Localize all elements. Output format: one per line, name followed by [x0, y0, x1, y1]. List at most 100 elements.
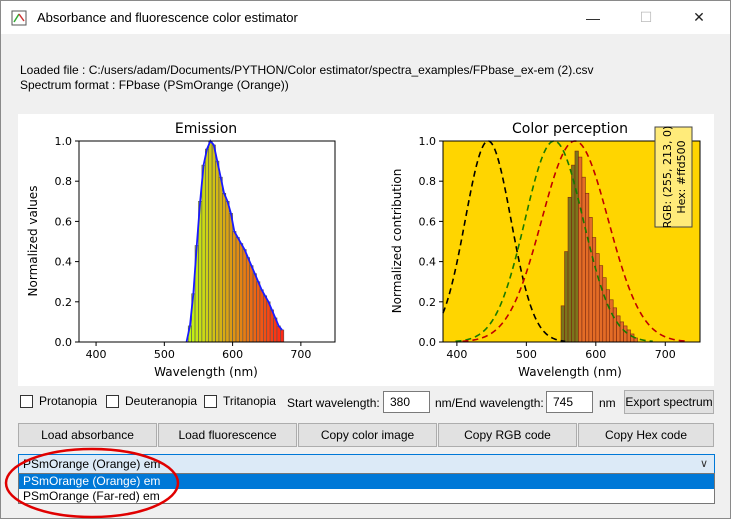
- perception-bar: [578, 156, 583, 343]
- perception-bar: [616, 315, 621, 343]
- deuteranopia-label: Deuteranopia: [125, 394, 198, 408]
- perception-bar: [619, 321, 624, 343]
- tritanopia-label: Tritanopia: [223, 394, 276, 408]
- protanopia-checkbox[interactable]: Protanopia: [20, 394, 97, 408]
- x-tick-label: 400: [86, 348, 107, 361]
- loaded-file-label: Loaded file : C:/users/adam/Documents/PY…: [20, 63, 594, 77]
- emission-bar: [235, 237, 240, 343]
- nm-unit-label: nm: [599, 396, 616, 410]
- perception-bar: [595, 253, 600, 343]
- options-row: Protanopia Deuteranopia Tritanopia Start…: [1, 389, 731, 415]
- perception-bar: [598, 265, 604, 343]
- emission-bar: [252, 273, 257, 343]
- spectrum-select[interactable]: PSmOrange (Orange) em ∨: [18, 454, 715, 474]
- x-tick-label: 700: [290, 348, 311, 361]
- emission-bar: [225, 201, 230, 343]
- y-tick-label: 0.4: [419, 256, 437, 269]
- perception-bar: [609, 299, 614, 343]
- emission-bar: [249, 265, 254, 343]
- start-wavelength-label: Start wavelength:: [287, 396, 380, 410]
- emission-line: [185, 139, 283, 343]
- y-tick-label: 1.0: [419, 135, 437, 148]
- close-button[interactable]: ✕: [693, 9, 705, 25]
- y-tick-label: 0.0: [419, 336, 437, 349]
- spectrum-options-list: PSmOrange (Orange) em PSmOrange (Far-red…: [18, 473, 715, 504]
- maximize-button[interactable]: ☐: [639, 9, 653, 25]
- load-absorbance-button[interactable]: Load absorbance: [18, 423, 157, 447]
- load-fluorescence-button[interactable]: Load fluorescence: [158, 423, 297, 447]
- end-wavelength-input[interactable]: [546, 391, 593, 413]
- x-tick-label: 600: [222, 348, 243, 361]
- perception-bar: [626, 329, 631, 343]
- perception-bar: [560, 305, 565, 343]
- spectrum-option[interactable]: PSmOrange (Orange) em: [19, 474, 714, 489]
- emission-bar: [228, 213, 233, 343]
- y-tick-label: 0.8: [419, 175, 437, 188]
- perception-bar: [623, 325, 628, 343]
- sensitivity-curve: [455, 140, 653, 343]
- emission-bar: [263, 295, 268, 343]
- action-buttons-row: Load absorbance Load fluorescence Copy c…: [1, 423, 731, 449]
- perception-bar: [588, 217, 593, 343]
- color-perception-plot-frame: [442, 140, 701, 343]
- copy-color-image-button[interactable]: Copy color image: [298, 423, 437, 447]
- plot-area: Emission 400 500 600 700 0.0 0.2 0.4 0.6 0.8 1.0 …: [18, 114, 714, 386]
- minimize-button[interactable]: —: [586, 9, 600, 26]
- emission-bar: [239, 243, 244, 343]
- emission-bar: [242, 249, 247, 343]
- emission-bar: [204, 148, 210, 343]
- emission-bar: [259, 289, 264, 343]
- chevron-down-icon[interactable]: ∨: [699, 458, 708, 470]
- emission-plot-frame: [78, 140, 336, 343]
- protanopia-label: Protanopia: [39, 394, 98, 408]
- tritanopia-checkbox[interactable]: Tritanopia: [204, 394, 276, 408]
- emission-bar: [266, 301, 271, 343]
- copy-hex-button[interactable]: Copy Hex code: [578, 423, 714, 447]
- title-bar: Absorbance and fluorescence color estima…: [1, 1, 730, 34]
- sensitivity-curve: [442, 140, 566, 343]
- end-wavelength-label: nm/End wavelength:: [435, 396, 544, 410]
- hex-annotation-text: Hex: #ffd500: [675, 140, 688, 213]
- perception-bar: [574, 150, 579, 343]
- perception-bar: [564, 251, 569, 343]
- deuteranopia-checkbox-box[interactable]: [106, 394, 119, 408]
- emission-bar: [245, 257, 250, 343]
- export-spectrum-button[interactable]: Export spectrum: [624, 390, 714, 414]
- x-tick-label: 400: [446, 348, 467, 361]
- y-tick-label: 0.2: [55, 296, 73, 309]
- y-tick-label: 0.2: [419, 296, 437, 309]
- x-tick-label: 500: [154, 348, 175, 361]
- x-tick-label: 600: [585, 348, 606, 361]
- color-perception-x-label: Wavelength (nm): [518, 365, 622, 379]
- perception-bar: [612, 307, 617, 343]
- color-perception-y-label: Normalized contribution: [390, 169, 404, 314]
- x-tick-label: 500: [516, 348, 537, 361]
- start-wavelength-input[interactable]: [383, 391, 430, 413]
- emission-y-label: Normalized values: [26, 186, 40, 297]
- color-code-annotation: RGB: (255, 213, 0) Hex: #ffd500: [654, 126, 693, 228]
- perception-bar: [605, 289, 611, 343]
- window-title: Absorbance and fluorescence color estima…: [37, 10, 298, 25]
- emission-chart: Emission 400 500 600 7000.00.20.40.60.81.0 …: [26, 121, 336, 379]
- emission-x-label: Wavelength (nm): [154, 365, 258, 379]
- perception-bar: [585, 192, 590, 343]
- emission-bar: [211, 144, 216, 343]
- emission-bar: [280, 329, 285, 343]
- emission-bar: [201, 164, 206, 343]
- color-perception-chart: Color perception 400 500 600 700 0.0 0.2 0.4 0.…: [390, 121, 701, 379]
- y-tick-label: 1.0: [55, 135, 73, 148]
- emission-bar: [218, 176, 223, 343]
- protanopia-checkbox-box[interactable]: [20, 394, 33, 408]
- y-tick-label: 0.8: [55, 175, 73, 188]
- charts-canvas: Emission 400 500 600 7000.00.20.40.60.81.0 …: [26, 121, 701, 379]
- emission-bar: [215, 160, 220, 343]
- y-tick-label: 0.6: [419, 215, 437, 228]
- copy-rgb-button[interactable]: Copy RGB code: [438, 423, 577, 447]
- perception-bar: [592, 237, 597, 343]
- deuteranopia-checkbox[interactable]: Deuteranopia: [106, 394, 197, 408]
- app-icon: [11, 10, 27, 26]
- spectrum-option[interactable]: PSmOrange (Far-red) em: [23, 489, 160, 503]
- y-tick-label: 0.0: [55, 336, 73, 349]
- tritanopia-checkbox-box[interactable]: [204, 394, 217, 408]
